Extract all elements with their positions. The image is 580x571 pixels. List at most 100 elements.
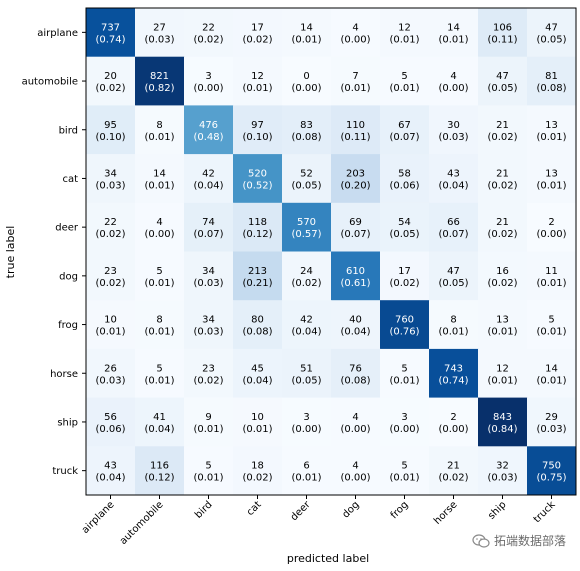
- heatmap-cell: [282, 348, 332, 399]
- cell-normalized-label: (0.01): [242, 83, 272, 94]
- cell-normalized-label: (0.12): [242, 229, 272, 240]
- x-tick-label: dog: [341, 499, 362, 520]
- heatmap-cell: [135, 300, 185, 350]
- cell-normalized-label: (0.00): [340, 34, 370, 45]
- heatmap-cell: [282, 397, 332, 447]
- heatmap-cell: [429, 348, 479, 399]
- cell-count-label: 21: [496, 168, 509, 179]
- cell-normalized-label: (0.03): [95, 375, 125, 386]
- cell-count-label: 54: [398, 217, 411, 228]
- heatmap-cell: [86, 56, 136, 106]
- cell-normalized-label: (0.84): [487, 424, 517, 435]
- cell-count-label: 213: [248, 266, 267, 277]
- cell-count-label: 34: [104, 168, 117, 179]
- heatmap-cell: [478, 56, 528, 106]
- cell-normalized-label: (0.01): [389, 83, 419, 94]
- cell-normalized-label: (0.48): [193, 132, 223, 143]
- heatmap-cell: [527, 446, 577, 496]
- heatmap-cell: [282, 202, 332, 252]
- cell-normalized-label: (0.07): [438, 229, 468, 240]
- heatmap-cell: [233, 202, 283, 252]
- cell-normalized-label: (0.05): [536, 34, 566, 45]
- heatmap-cells: [86, 8, 577, 496]
- cell-normalized-label: (0.07): [340, 229, 370, 240]
- cell-normalized-label: (0.10): [95, 132, 125, 143]
- cell-normalized-label: (0.01): [438, 327, 468, 338]
- cell-count-label: 52: [300, 168, 313, 179]
- y-tick-label: ship: [57, 417, 78, 428]
- heatmap-cell: [86, 8, 136, 58]
- cell-normalized-label: (0.03): [487, 473, 517, 484]
- cell-normalized-label: (0.01): [291, 34, 321, 45]
- cell-normalized-label: (0.01): [144, 278, 174, 289]
- heatmap-cell: [429, 251, 479, 301]
- y-tick-label: airplane: [37, 28, 78, 39]
- x-tick-label: automobile: [118, 499, 166, 547]
- cell-count-label: 743: [444, 363, 463, 374]
- cell-normalized-label: (0.02): [389, 278, 419, 289]
- cell-count-label: 47: [545, 22, 558, 33]
- heatmap-cell: [86, 446, 136, 496]
- cell-count-label: 83: [300, 120, 313, 131]
- cell-count-label: 11: [545, 266, 558, 277]
- cell-normalized-label: (0.21): [242, 278, 272, 289]
- x-tick-label: airplane: [80, 499, 117, 536]
- cell-normalized-label: (0.76): [389, 327, 419, 338]
- cell-normalized-label: (0.00): [291, 424, 321, 435]
- cell-count-label: 5: [401, 461, 407, 472]
- cell-count-label: 26: [104, 363, 117, 374]
- heatmap-cell: [527, 202, 577, 252]
- cell-count-label: 34: [202, 315, 215, 326]
- cell-normalized-label: (0.04): [242, 375, 272, 386]
- heatmap-cell: [429, 202, 479, 252]
- y-tick-label: bird: [59, 125, 78, 136]
- heatmap-cell: [135, 154, 185, 204]
- cell-normalized-label: (0.20): [340, 180, 370, 191]
- cell-count-label: 118: [248, 217, 267, 228]
- x-tick-label: deer: [289, 499, 314, 524]
- cell-count-label: 5: [205, 461, 211, 472]
- cell-normalized-label: (0.01): [389, 473, 419, 484]
- cell-count-label: 58: [398, 168, 411, 179]
- heatmap-cell: [282, 56, 332, 106]
- cell-count-label: 821: [150, 71, 169, 82]
- cell-count-label: 14: [153, 168, 166, 179]
- y-tick-labels: airplane automobile bird cat deer dog frog hors…: [22, 28, 86, 477]
- cell-count-label: 570: [297, 217, 316, 228]
- cell-normalized-label: (0.08): [291, 132, 321, 143]
- cell-normalized-label: (0.01): [242, 424, 272, 435]
- cell-count-label: 32: [496, 461, 509, 472]
- cell-count-label: 22: [104, 217, 117, 228]
- cell-count-label: 750: [542, 461, 561, 472]
- y-tick-label: horse: [50, 369, 78, 380]
- heatmap-cell: [478, 251, 528, 301]
- cell-count-label: 5: [401, 363, 407, 374]
- cell-count-label: 51: [300, 363, 313, 374]
- heatmap-cell: [86, 348, 136, 399]
- cell-count-label: 40: [349, 315, 362, 326]
- heatmap-cell: [135, 348, 185, 399]
- cell-normalized-label: (0.74): [95, 34, 125, 45]
- cell-normalized-label: (0.01): [487, 327, 517, 338]
- heatmap-cell: [429, 56, 479, 106]
- y-tick-label: deer: [55, 223, 79, 234]
- heatmap-cell: [233, 154, 283, 204]
- heatmap-cell: [331, 348, 381, 399]
- heatmap-cell: [380, 202, 430, 252]
- watermark-text: 拓端数据部落: [493, 534, 566, 548]
- cell-count-label: 17: [398, 266, 411, 277]
- heatmap-cell: [282, 105, 332, 155]
- heatmap-cell: [86, 397, 136, 447]
- cell-normalized-label: (0.00): [438, 83, 468, 94]
- cell-count-label: 3: [205, 71, 211, 82]
- heatmap-cell: [527, 251, 577, 301]
- cell-count-label: 97: [251, 120, 264, 131]
- cell-count-label: 12: [398, 22, 411, 33]
- cell-normalized-label: (0.00): [389, 424, 419, 435]
- heatmap-cell: [380, 105, 430, 155]
- cell-count-label: 203: [346, 168, 365, 179]
- heatmap-cell: [135, 202, 185, 252]
- cell-normalized-label: (0.01): [340, 83, 370, 94]
- cell-count-label: 95: [104, 120, 117, 131]
